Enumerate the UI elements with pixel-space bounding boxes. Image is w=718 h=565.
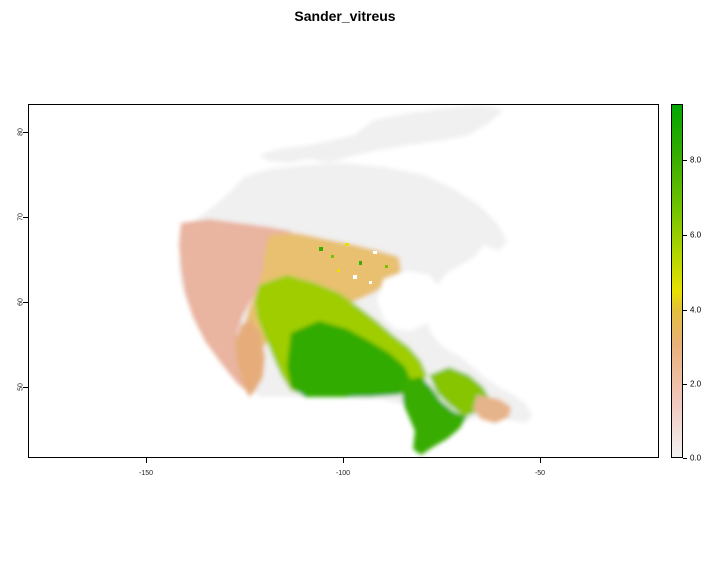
x-tick-label: -100 (335, 470, 351, 477)
legend-tick-mark (683, 160, 687, 161)
map-layer-base (179, 105, 532, 455)
x-tick-mark (343, 458, 344, 463)
legend-tick-label: 4.0 (690, 305, 702, 315)
legend-tick-mark (683, 384, 687, 385)
x-tick-mark (540, 458, 541, 463)
raster-map (179, 105, 532, 455)
legend-tick-label: 0.0 (690, 453, 702, 463)
hudson-bay (377, 271, 441, 331)
legend-tick-mark (683, 458, 687, 459)
x-tick-label: -50 (534, 470, 546, 477)
y-tick-mark (23, 387, 28, 388)
x-tick-mark (146, 458, 147, 463)
y-tick-label: 50 (17, 383, 25, 391)
map-title: Sander_vitreus (294, 8, 396, 24)
arctic-islands (259, 105, 504, 163)
legend-tick-mark (683, 235, 687, 236)
y-tick-label: 80 (17, 128, 25, 136)
y-tick-mark (23, 217, 28, 218)
prairie-core (287, 321, 411, 397)
legend-tick-mark (683, 310, 687, 311)
atlantic-provinces (473, 395, 511, 423)
y-tick-mark (23, 302, 28, 303)
y-tick-label: 60 (17, 298, 25, 306)
y-tick-label: 70 (17, 213, 25, 221)
map-layer-speckle (311, 243, 388, 284)
legend-tick-label: 6.0 (690, 230, 702, 240)
map-panel (28, 104, 659, 458)
pacific-coast (235, 319, 265, 397)
x-tick-label: -150 (138, 470, 154, 477)
color-legend (671, 104, 683, 458)
y-tick-mark (23, 132, 28, 133)
legend-tick-label: 2.0 (690, 379, 702, 389)
legend-tick-label: 8.0 (690, 155, 702, 165)
ontario-region (401, 377, 467, 455)
